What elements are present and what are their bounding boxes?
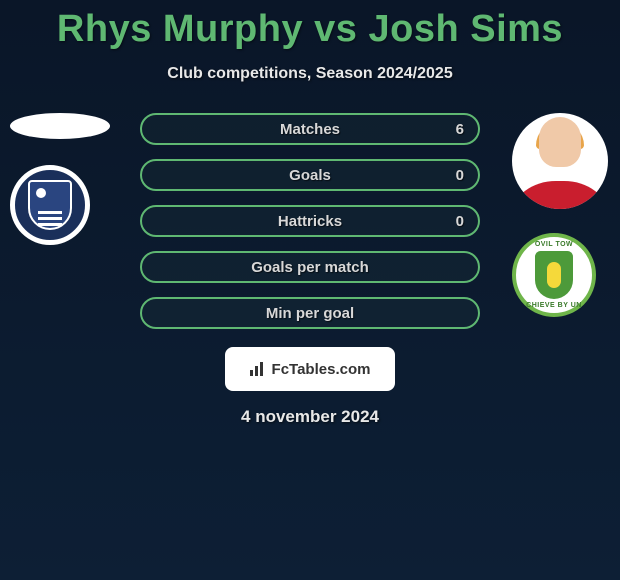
brand-badge[interactable]: FcTables.com <box>225 347 395 391</box>
stat-row-goals: Goals 0 <box>140 159 480 191</box>
stat-right-value: 6 <box>456 121 464 138</box>
player-right-avatar <box>512 113 608 209</box>
player-left-avatar <box>10 113 110 139</box>
player-left-crest <box>10 165 100 255</box>
stat-row-hattricks: Hattricks 0 <box>140 205 480 237</box>
stat-label: Goals <box>289 167 331 184</box>
stat-rows: Matches 6 Goals 0 Hattricks 0 Goals per … <box>140 113 480 329</box>
stat-label: Hattricks <box>278 213 342 230</box>
stat-label: Goals per match <box>251 259 369 276</box>
stat-label: Matches <box>280 121 340 138</box>
stat-right-value: 0 <box>456 167 464 184</box>
player-right-crest: OVIL TOW CHIEVE BY UN <box>512 233 596 317</box>
page-title: Rhys Murphy vs Josh Sims <box>0 0 620 51</box>
player-left-column <box>10 113 110 255</box>
stat-row-min-per-goal: Min per goal <box>140 297 480 329</box>
date-caption: 4 november 2024 <box>10 407 610 427</box>
subtitle: Club competitions, Season 2024/2025 <box>0 65 620 83</box>
stat-right-value: 0 <box>456 213 464 230</box>
crest-text-top: OVIL TOW <box>535 241 573 248</box>
stat-row-goals-per-match: Goals per match <box>140 251 480 283</box>
brand-text: FcTables.com <box>272 361 371 378</box>
comparison-area: OVIL TOW CHIEVE BY UN Matches 6 Goals 0 … <box>0 113 620 427</box>
stat-row-matches: Matches 6 <box>140 113 480 145</box>
crest-text-bottom: CHIEVE BY UN <box>526 302 582 309</box>
bar-chart-icon <box>250 362 268 376</box>
player-right-column: OVIL TOW CHIEVE BY UN <box>512 113 608 317</box>
stat-label: Min per goal <box>266 305 354 322</box>
